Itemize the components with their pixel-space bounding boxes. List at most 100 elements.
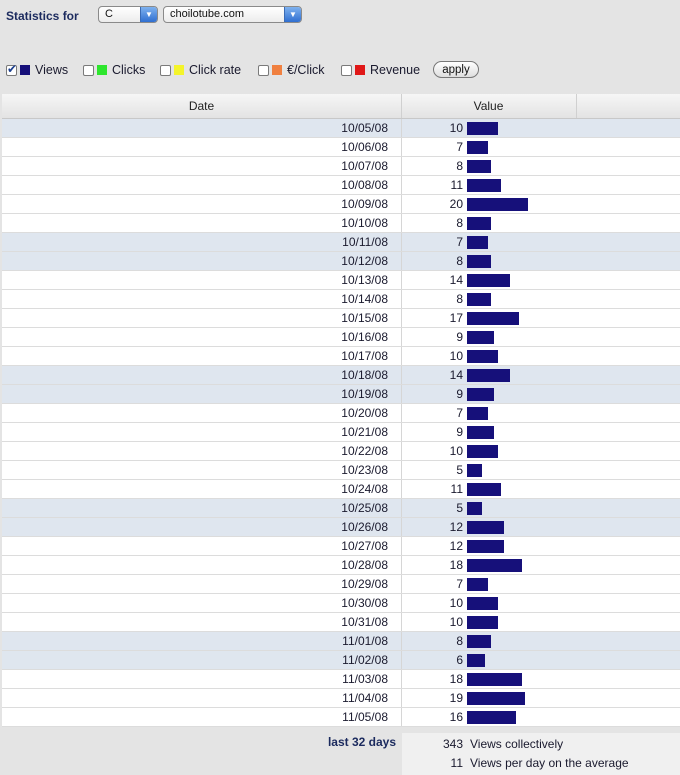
column-divider bbox=[401, 575, 402, 593]
date-cell: 10/18/08 bbox=[341, 368, 388, 382]
table-row: 10/25/08 5 bbox=[2, 499, 680, 518]
views-bar bbox=[467, 711, 516, 724]
table-row: 10/17/08 10 bbox=[2, 347, 680, 366]
date-cell: 10/31/08 bbox=[341, 615, 388, 629]
value-cell: 9 bbox=[456, 330, 463, 344]
column-divider bbox=[401, 252, 402, 270]
value-cell: 5 bbox=[456, 463, 463, 477]
value-cell: 8 bbox=[456, 634, 463, 648]
value-cell: 11 bbox=[450, 482, 463, 496]
column-divider bbox=[401, 309, 402, 327]
average-views-text: Views per day on the average bbox=[470, 756, 629, 770]
column-divider bbox=[401, 689, 402, 707]
column-divider bbox=[401, 613, 402, 631]
euro-per-click-checkbox[interactable] bbox=[258, 64, 269, 76]
legend-item-clicks[interactable]: Clicks bbox=[83, 60, 145, 80]
stats-for-label: Statistics for bbox=[6, 9, 79, 23]
date-cell: 10/24/08 bbox=[341, 482, 388, 496]
views-bar bbox=[467, 692, 525, 705]
column-divider bbox=[401, 632, 402, 650]
value-cell: 7 bbox=[456, 235, 463, 249]
table-row: 11/04/08 19 bbox=[2, 689, 680, 708]
date-cell: 10/14/08 bbox=[341, 292, 388, 306]
table-row: 10/24/08 11 bbox=[2, 480, 680, 499]
views-bar bbox=[467, 616, 498, 629]
column-divider bbox=[401, 195, 402, 213]
table-row: 11/02/08 6 bbox=[2, 651, 680, 670]
legend-item-euro-per-click[interactable]: €/Click bbox=[258, 60, 325, 80]
value-cell: 12 bbox=[449, 520, 463, 534]
date-cell: 10/06/08 bbox=[341, 140, 388, 154]
clicks-color-swatch bbox=[97, 65, 107, 75]
date-cell: 10/10/08 bbox=[341, 216, 388, 230]
value-cell: 5 bbox=[456, 501, 463, 515]
views-bar bbox=[467, 445, 498, 458]
value-cell: 9 bbox=[456, 387, 463, 401]
table-row: 10/31/08 10 bbox=[2, 613, 680, 632]
views-bar bbox=[467, 597, 498, 610]
value-cell: 8 bbox=[456, 216, 463, 230]
clicks-checkbox[interactable] bbox=[83, 64, 94, 76]
date-cell: 10/17/08 bbox=[341, 349, 388, 363]
views-bar bbox=[467, 407, 488, 420]
table-body: 10/05/08 10 10/06/08 7 10/07/08 8 10/08/08 11 10… bbox=[2, 119, 680, 727]
table-row: 10/18/08 14 bbox=[2, 366, 680, 385]
value-cell: 18 bbox=[449, 558, 463, 572]
column-divider bbox=[401, 138, 402, 156]
views-bar bbox=[467, 236, 488, 249]
date-cell: 10/09/08 bbox=[341, 197, 388, 211]
chevron-down-icon: ▼ bbox=[284, 7, 301, 22]
views-bar bbox=[467, 160, 491, 173]
date-column-header[interactable]: Date bbox=[2, 94, 402, 118]
views-bar bbox=[467, 559, 522, 572]
views-bar bbox=[467, 293, 491, 306]
value-cell: 17 bbox=[449, 311, 463, 325]
views-checkbox[interactable] bbox=[6, 62, 17, 76]
legend-item-click-rate[interactable]: Click rate bbox=[160, 60, 241, 80]
table-header: Date Value bbox=[2, 94, 680, 119]
date-cell: 10/23/08 bbox=[341, 463, 388, 477]
date-cell: 11/04/08 bbox=[342, 691, 388, 705]
views-bar bbox=[467, 502, 482, 515]
views-bar bbox=[467, 274, 510, 287]
value-cell: 11 bbox=[450, 178, 463, 192]
click-rate-color-swatch bbox=[174, 65, 184, 75]
site-select[interactable]: choilotube.com ▼ bbox=[163, 6, 302, 23]
column-divider bbox=[401, 157, 402, 175]
column-divider bbox=[401, 442, 402, 460]
stats-table: Date Value 10/05/08 10 10/06/08 7 10/07/08 8 1… bbox=[2, 94, 680, 727]
column-divider bbox=[401, 708, 402, 726]
table-row: 10/14/08 8 bbox=[2, 290, 680, 309]
date-cell: 10/22/08 bbox=[341, 444, 388, 458]
legend-item-views[interactable]: Views bbox=[6, 60, 68, 80]
euro-per-click-label: €/Click bbox=[287, 63, 325, 77]
value-cell: 7 bbox=[456, 140, 463, 154]
site-select-value: choilotube.com bbox=[170, 8, 244, 20]
value-cell: 19 bbox=[449, 691, 463, 705]
views-bar bbox=[467, 521, 504, 534]
category-select[interactable]: C ▼ bbox=[98, 6, 158, 23]
average-views-value: 11 bbox=[450, 756, 463, 770]
date-cell: 10/11/08 bbox=[342, 235, 388, 249]
views-bar bbox=[467, 122, 498, 135]
views-bar bbox=[467, 654, 485, 667]
date-cell: 10/07/08 bbox=[341, 159, 388, 173]
value-cell: 7 bbox=[456, 406, 463, 420]
views-bar bbox=[467, 255, 491, 268]
column-divider bbox=[401, 594, 402, 612]
value-cell: 6 bbox=[456, 653, 463, 667]
table-row: 11/05/08 16 bbox=[2, 708, 680, 727]
click-rate-label: Click rate bbox=[189, 63, 242, 77]
views-bar bbox=[467, 540, 504, 553]
click-rate-checkbox[interactable] bbox=[160, 64, 171, 76]
apply-button[interactable]: apply bbox=[433, 61, 479, 78]
revenue-checkbox[interactable] bbox=[341, 64, 352, 76]
legend-item-revenue[interactable]: Revenue bbox=[341, 60, 420, 80]
value-column-header[interactable]: Value bbox=[401, 94, 577, 118]
column-divider bbox=[401, 290, 402, 308]
value-cell: 8 bbox=[456, 254, 463, 268]
date-cell: 10/27/08 bbox=[341, 539, 388, 553]
date-cell: 11/02/08 bbox=[342, 653, 388, 667]
column-divider bbox=[401, 347, 402, 365]
views-bar bbox=[467, 635, 491, 648]
